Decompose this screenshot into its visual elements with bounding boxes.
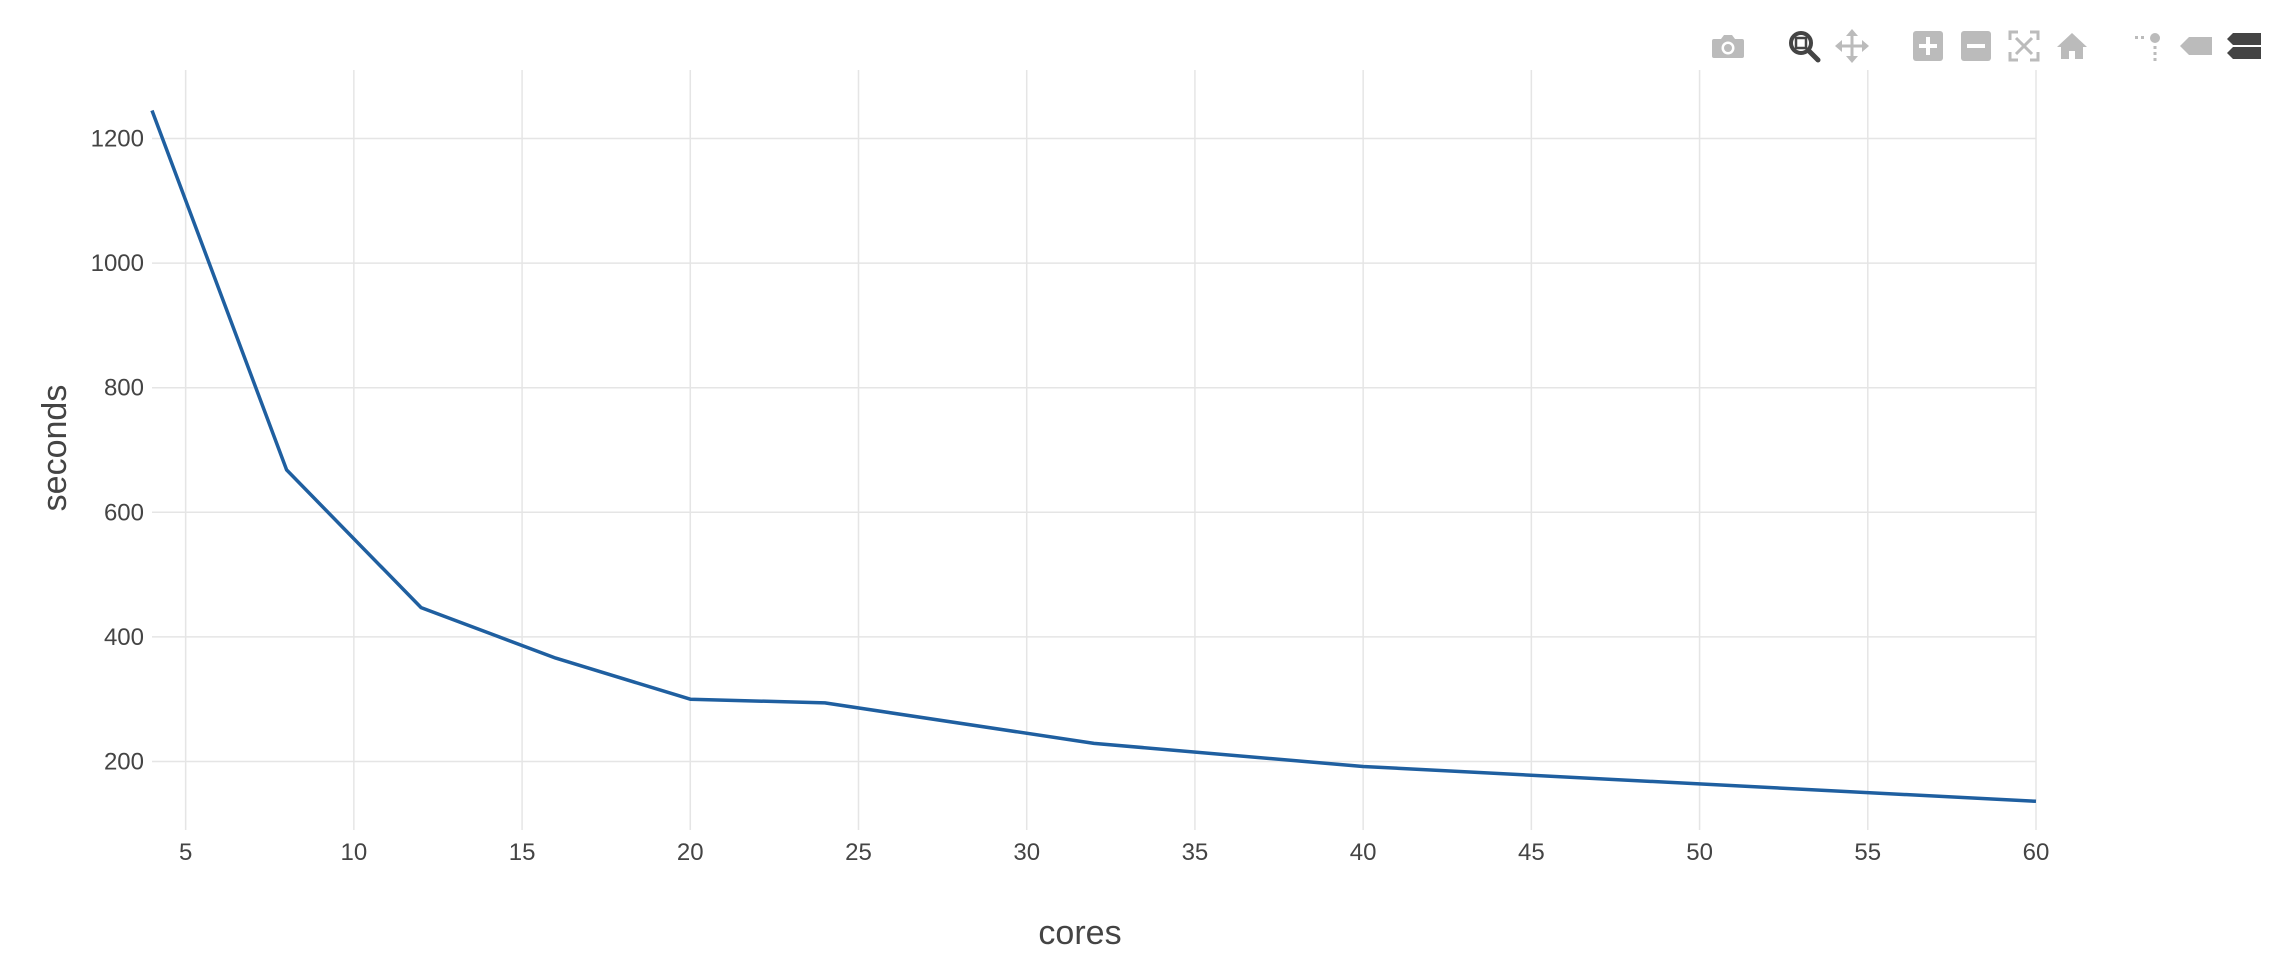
x-axis-title: cores: [1038, 914, 1121, 952]
modebar-group-zoom: [1904, 24, 2096, 68]
x-tick-label: 50: [1686, 839, 1713, 866]
data-point[interactable]: [1357, 760, 1369, 772]
spike-lines-icon[interactable]: [2124, 24, 2172, 68]
x-tick-label: 10: [341, 839, 368, 866]
pan-icon[interactable]: [1828, 24, 1876, 68]
zoom-out-icon[interactable]: [1952, 24, 2000, 68]
x-tick-label: 40: [1350, 839, 1377, 866]
data-point[interactable]: [1088, 737, 1100, 749]
data-point[interactable]: [550, 652, 562, 664]
series-line: [150, 109, 2037, 804]
zoom-in-icon[interactable]: [1904, 24, 1952, 68]
data-point[interactable]: [146, 104, 158, 116]
x-tick-label: 25: [845, 839, 872, 866]
modebar-group-export: [1704, 24, 1752, 68]
camera-icon[interactable]: [1704, 24, 1752, 68]
data-point[interactable]: [2030, 795, 2042, 807]
x-tick-label: 35: [1182, 839, 1209, 866]
data-point[interactable]: [415, 602, 427, 614]
x-tick-label: 45: [1518, 839, 1545, 866]
zoom-icon[interactable]: [1780, 24, 1828, 68]
data-point[interactable]: [819, 697, 831, 709]
data-point[interactable]: [684, 693, 696, 705]
x-tick-label: 30: [1013, 839, 1040, 866]
modebar-group-drag: [1780, 24, 1876, 68]
y-axis-title: seconds: [36, 385, 74, 512]
y-tick-label: 600: [104, 499, 144, 526]
modebar-group-hover: [2124, 24, 2268, 68]
autoscale-icon[interactable]: [2000, 24, 2048, 68]
y-tick-label: 1000: [91, 250, 144, 277]
x-tick-label: 20: [677, 839, 704, 866]
x-tick-label: 15: [509, 839, 536, 866]
y-tick-label: 200: [104, 748, 144, 775]
hover-compare-icon[interactable]: [2220, 24, 2268, 68]
home-icon[interactable]: [2048, 24, 2096, 68]
x-tick-label: 55: [1854, 839, 1881, 866]
x-tick-label: 5: [179, 839, 192, 866]
y-gridlines: [152, 137, 2036, 763]
x-tick-labels: 5 10 15 20 25 30 35 40 45 50 55 60: [179, 839, 2049, 866]
x-tick-label: 60: [2023, 839, 2050, 866]
y-tick-label: 400: [104, 624, 144, 651]
y-tick-label: 800: [104, 375, 144, 402]
data-point[interactable]: [281, 464, 293, 476]
hover-closest-icon[interactable]: [2172, 24, 2220, 68]
y-tick-labels: 200 400 600 800 1000 1200: [91, 126, 144, 776]
series-layer: [146, 104, 2042, 807]
x-gridlines: [184, 70, 2037, 830]
y-tick-label: 1200: [91, 126, 144, 153]
modebar: [1676, 24, 2268, 68]
